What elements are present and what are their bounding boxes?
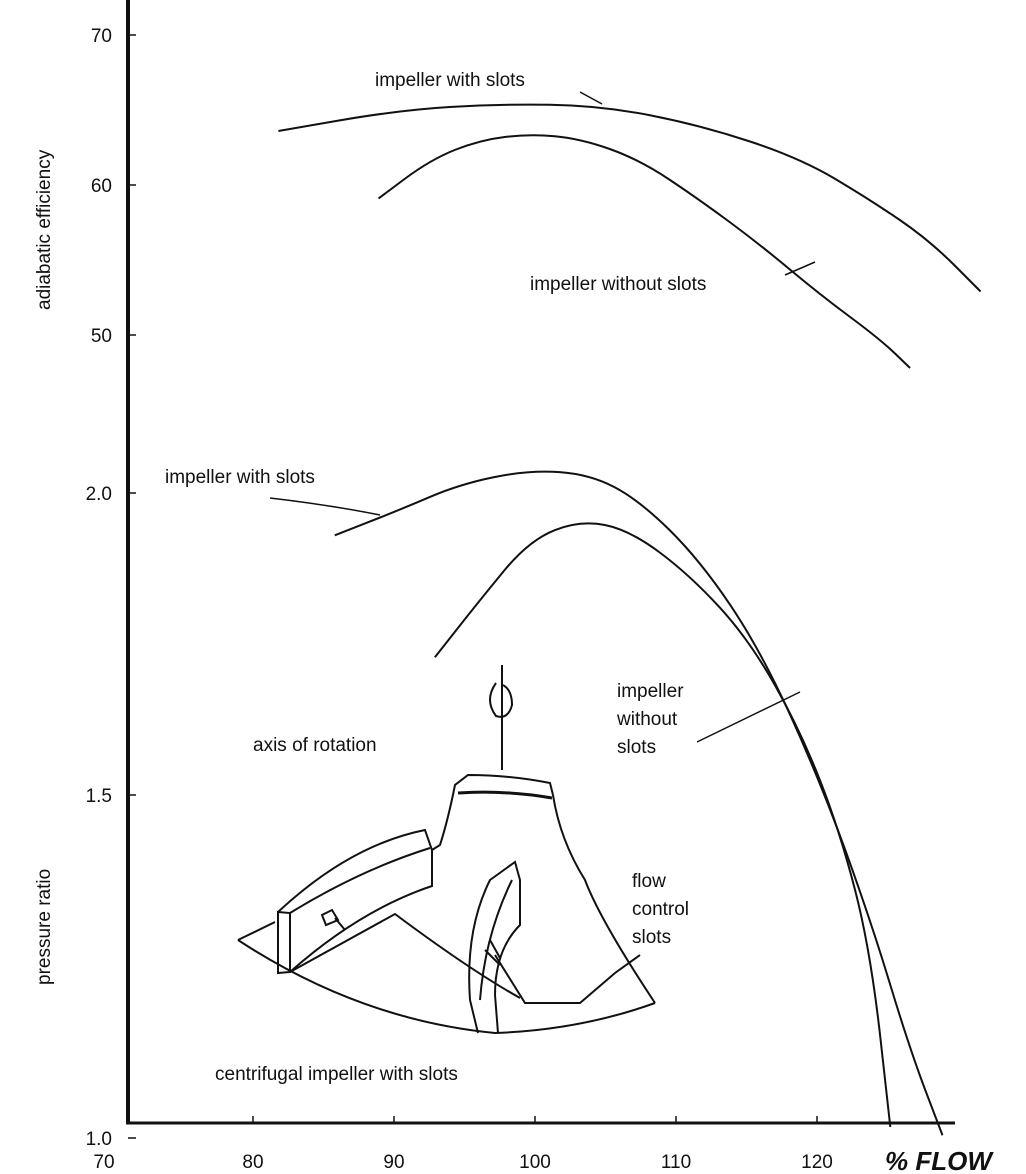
impeller-caption: centrifugal impeller with slots	[215, 1064, 458, 1085]
efficiency-with-slots-curve	[278, 103, 982, 293]
y-label-efficiency: adiabatic efficiency	[34, 149, 55, 310]
x-tick-label: 100	[519, 1152, 551, 1173]
x-label: % FLOW	[885, 1146, 994, 1174]
leader-line	[784, 261, 816, 276]
y-tick-label: 2.0	[86, 484, 112, 505]
x-tick-label: 80	[242, 1152, 263, 1173]
x-tick-label: 120	[801, 1152, 833, 1173]
leader-line	[696, 691, 801, 743]
y-tick-label: 50	[91, 326, 112, 347]
y-tick-label: 60	[91, 176, 112, 197]
annotation-slots-1: flow	[632, 871, 666, 892]
annotation-slots-3: slots	[632, 927, 671, 948]
annotation-pr-without-2: without	[616, 709, 678, 730]
y-tick-label: 70	[91, 26, 112, 47]
rotation-axis-icon	[489, 665, 514, 770]
annotation-pr-without-1: impeller	[617, 681, 684, 702]
leader-line	[579, 91, 603, 105]
x-tick-label: 110	[661, 1152, 691, 1173]
x-tick-label: 70	[93, 1152, 114, 1173]
efficiency-without-slots-curve	[377, 134, 911, 369]
y-label-pressure: pressure ratio	[34, 869, 55, 985]
annotation-axis: axis of rotation	[253, 735, 377, 756]
annotation-pr-without-3: slots	[617, 737, 656, 758]
annotation-eff-without: impeller without slots	[530, 274, 706, 295]
annotation-slots-2: control	[632, 899, 689, 920]
leader-line	[269, 497, 381, 516]
annotation-pr-with: impeller with slots	[165, 467, 315, 488]
annotation-eff-with: impeller with slots	[375, 70, 525, 91]
x-tick-label: 90	[383, 1152, 404, 1173]
y-tick-label: 1.0	[86, 1129, 112, 1150]
pressure-without-slots-curve	[434, 522, 892, 1128]
y-tick-label: 1.5	[86, 786, 112, 807]
impeller-illustration	[237, 773, 656, 1035]
pressure-with-slots-curve	[334, 470, 944, 1136]
